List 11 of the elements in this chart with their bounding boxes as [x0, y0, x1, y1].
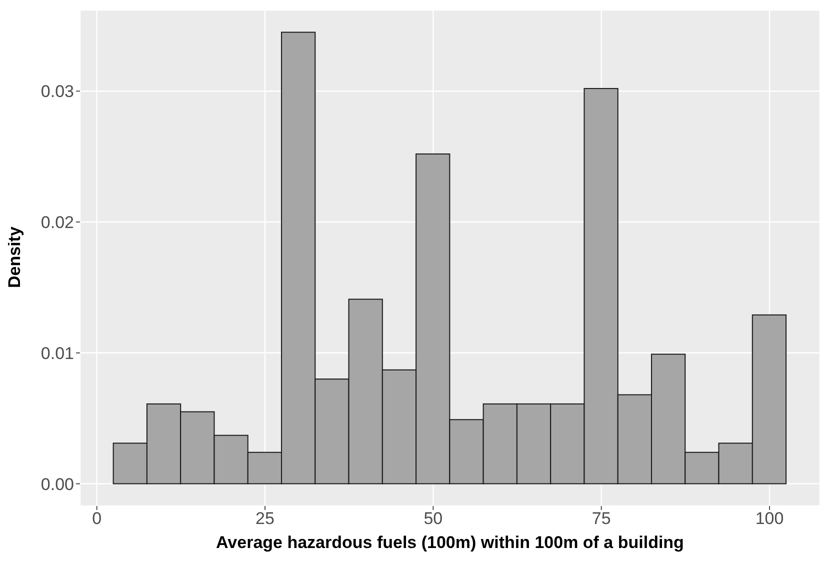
x-tick-label: 0: [92, 509, 102, 528]
x-tick-label: 100: [755, 509, 784, 528]
y-tick-label: 0.00: [40, 474, 74, 494]
y-tick-label: 0.02: [40, 213, 74, 232]
x-tick-label: 75: [592, 509, 611, 528]
y-axis-title: Density: [5, 226, 24, 288]
x-tick-label: 25: [256, 509, 274, 528]
x-axis-title: Average hazardous fuels (100m) within 100m of a building: [216, 533, 684, 552]
y-tick-label: 0.01: [40, 344, 74, 363]
y-tick-label: 0.03: [40, 82, 74, 102]
x-tick-label: 50: [424, 509, 443, 528]
